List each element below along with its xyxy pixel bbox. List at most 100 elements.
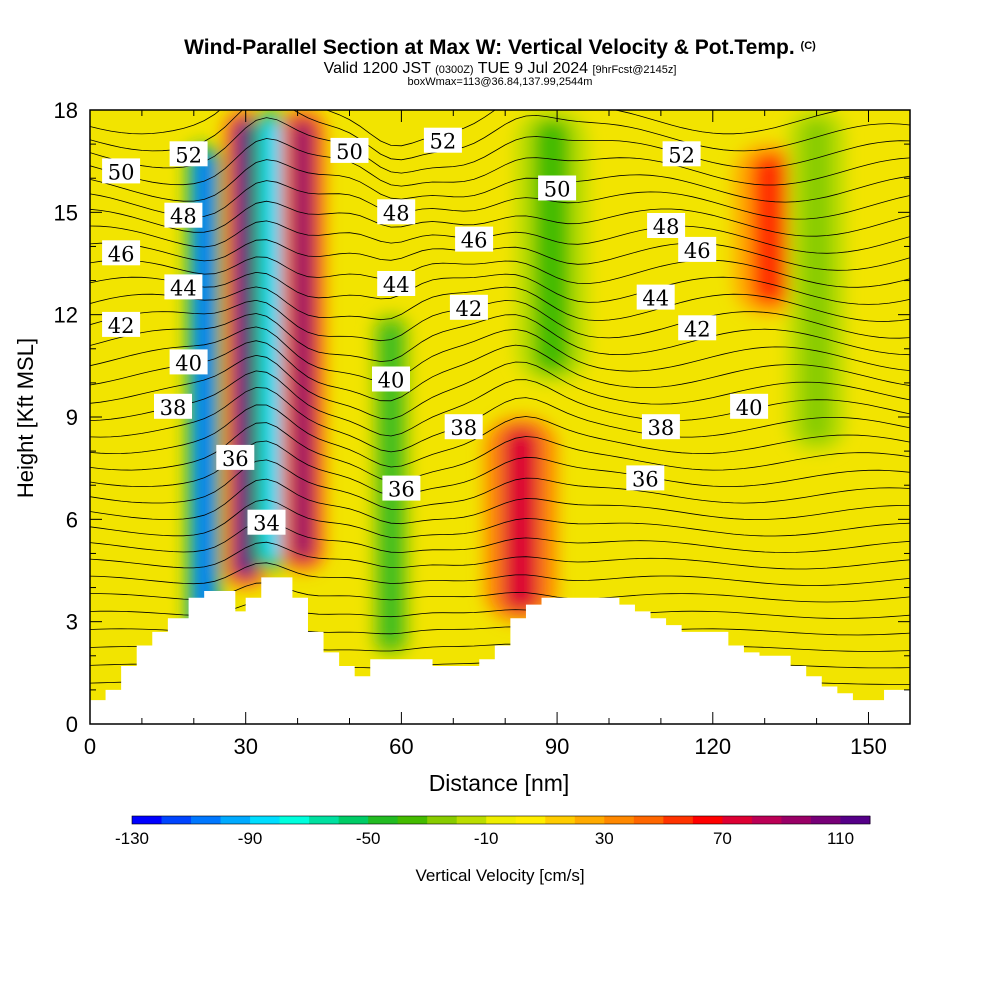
theta-label-text: 46	[684, 239, 711, 263]
theta-contour-line	[90, 110, 910, 147]
theta-label-text: 36	[388, 478, 415, 502]
theta-label-text: 38	[160, 396, 187, 420]
colorbar-tick-label: 110	[827, 829, 854, 848]
colorbar-swatch	[692, 816, 723, 824]
colorbar-swatch	[397, 816, 428, 824]
theta-label-text: 44	[642, 287, 669, 311]
theta-label-42: 42	[102, 311, 141, 338]
x-axis-label: Distance [nm]	[429, 770, 570, 796]
theta-label-box	[449, 294, 488, 320]
colorbar-swatch	[722, 816, 753, 824]
theta-label-50: 50	[330, 137, 369, 164]
theta-label-38: 38	[154, 393, 192, 420]
theta-label-box	[372, 366, 410, 392]
theta-label-text: 50	[336, 140, 363, 164]
theta-contour-line	[90, 110, 910, 161]
subtitle-date: TUE 9 Jul 2024	[477, 60, 589, 77]
theta-label-box	[626, 465, 665, 491]
theta-label-text: 40	[378, 369, 405, 393]
theta-label-38: 38	[444, 414, 483, 440]
colorbar-swatch	[220, 816, 251, 824]
colorbar-swatch	[515, 816, 546, 824]
x-tick-label: 150	[850, 734, 887, 759]
theta-contour-line	[90, 200, 910, 237]
theta-label-text: 50	[544, 178, 571, 202]
theta-label-text: 44	[383, 273, 410, 297]
colorbar-swatch	[545, 816, 576, 824]
colorbar-tick-label: 70	[713, 829, 732, 848]
theta-contour-line	[90, 326, 910, 383]
colorbar-swatch	[751, 816, 782, 824]
theta-label-box	[636, 284, 675, 310]
theta-label-46: 46	[455, 226, 494, 253]
theta-label-text: 48	[383, 201, 410, 225]
theta-label-text: 36	[632, 467, 659, 491]
theta-label-text: 46	[461, 229, 488, 253]
theta-label-34: 34	[247, 509, 286, 536]
theta-contour-line	[90, 180, 910, 220]
subtitle-valid: Valid 1200 JST	[323, 60, 431, 77]
x-tick-label: 120	[694, 734, 731, 759]
theta-contour-line	[90, 459, 910, 511]
terrain	[90, 577, 910, 724]
w-feature-updraft	[234, 120, 257, 578]
theta-label-box	[164, 202, 203, 228]
theta-label-box	[102, 158, 141, 184]
theta-label-36: 36	[216, 444, 255, 471]
theta-label-box	[247, 509, 286, 535]
theta-label-box	[377, 271, 416, 296]
theta-label-50: 50	[538, 175, 577, 202]
theta-label-box	[678, 236, 717, 262]
theta-contour-line	[90, 271, 910, 305]
theta-contour-line	[90, 286, 910, 322]
theta-label-text: 38	[450, 416, 477, 440]
subtitle-utc: (0300Z)	[435, 64, 474, 76]
theta-label-box	[423, 127, 462, 153]
theta-label-36: 36	[382, 475, 421, 502]
colorbar-swatch	[132, 816, 163, 824]
theta-label-text: 34	[253, 512, 280, 536]
theta-label-box	[169, 141, 208, 167]
theta-contour-line	[90, 340, 910, 402]
theta-label-46: 46	[678, 236, 717, 263]
vertical-velocity-field	[186, 110, 846, 656]
colorbar-swatch	[309, 816, 340, 824]
theta-label-44: 44	[164, 274, 203, 300]
y-tick-label: 18	[54, 98, 78, 123]
y-tick-label: 12	[54, 303, 78, 328]
chart-title: Wind-Parallel Section at Max W: Vertical…	[184, 36, 816, 59]
colorbar-swatch	[161, 816, 192, 824]
colorbar-swatch	[663, 816, 694, 824]
theta-label-box	[102, 240, 141, 266]
theta-label-text: 40	[175, 351, 202, 375]
theta-contour-line	[90, 220, 910, 254]
theta-contour-labels: 5250484644424038363452504846444240383650…	[102, 127, 769, 536]
theta-label-50: 50	[102, 158, 141, 184]
colorbar-frame	[131, 815, 871, 825]
colorbar: -130 -90 -50 -10 30 70 110	[115, 815, 871, 848]
theta-contour-line	[90, 354, 910, 420]
theta-label-text: 42	[108, 314, 135, 338]
theta-contour-line	[90, 499, 910, 539]
theta-label-box	[216, 444, 255, 470]
theta-label-box	[154, 393, 192, 419]
theta-label-44: 44	[377, 271, 416, 297]
theta-label-text: 50	[108, 160, 135, 184]
colorbar-swatch	[427, 816, 458, 824]
theta-label-box	[641, 414, 680, 440]
colorbar-tick-label: -130	[115, 829, 149, 848]
theta-label-box	[444, 414, 483, 440]
theta-label-text: 48	[653, 215, 680, 239]
theta-label-text: 48	[170, 205, 197, 229]
theta-label-40: 40	[730, 393, 769, 420]
colorbar-tick-label: 30	[595, 829, 614, 848]
colorbar-swatch	[368, 816, 399, 824]
colorbar-swatch	[810, 816, 841, 824]
w-feature-downdraft	[262, 120, 281, 561]
theta-label-38: 38	[641, 414, 680, 440]
colorbar-swatch	[486, 816, 517, 824]
theta-label-48: 48	[164, 202, 203, 229]
theta-label-box	[455, 226, 494, 252]
